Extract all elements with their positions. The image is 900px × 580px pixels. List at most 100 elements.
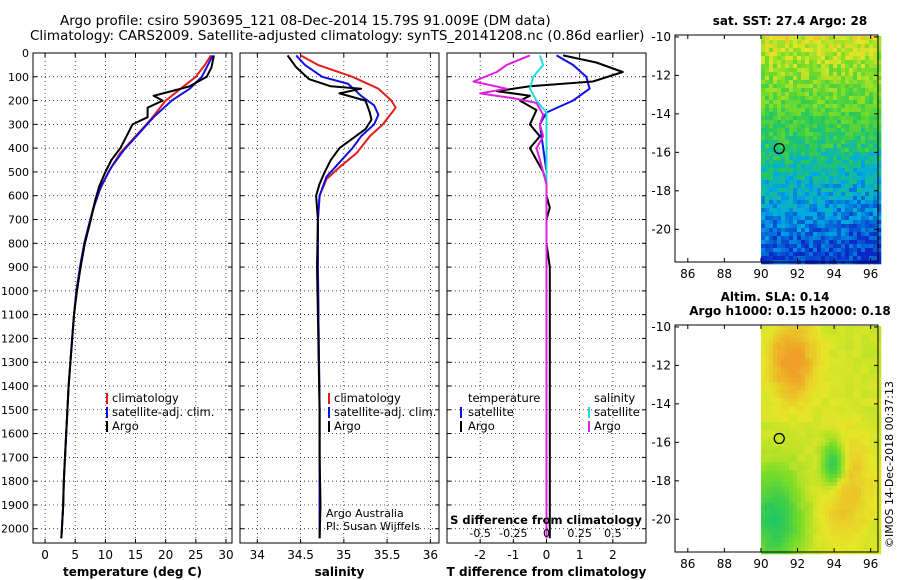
heatmap-cell bbox=[861, 542, 866, 547]
heatmap-cell bbox=[873, 60, 878, 65]
heatmap-cell bbox=[869, 334, 874, 339]
heatmap-cell bbox=[865, 36, 870, 41]
heatmap-cell bbox=[809, 44, 814, 49]
heatmap-cell bbox=[789, 128, 794, 133]
heatmap-cell bbox=[853, 522, 858, 527]
heatmap-cell bbox=[777, 212, 782, 217]
heatmap-cell bbox=[793, 490, 798, 495]
heatmap-cell bbox=[865, 450, 870, 455]
heatmap-cell bbox=[813, 398, 818, 403]
heatmap-cell bbox=[829, 80, 834, 85]
heatmap-cell bbox=[773, 160, 778, 165]
x-tick-label: 36 bbox=[423, 548, 438, 562]
heatmap-cell bbox=[833, 326, 838, 331]
heatmap-cell bbox=[773, 542, 778, 547]
heatmap-cell bbox=[809, 60, 814, 65]
heatmap-cell bbox=[809, 434, 814, 439]
heatmap-cell bbox=[869, 406, 874, 411]
heatmap-cell bbox=[801, 188, 806, 193]
heatmap-cell bbox=[833, 68, 838, 73]
heatmap-cell bbox=[829, 454, 834, 459]
heatmap-cell bbox=[821, 152, 826, 157]
heatmap-cell bbox=[769, 160, 774, 165]
heatmap-cell bbox=[765, 192, 770, 197]
heatmap-cell bbox=[797, 470, 802, 475]
heatmap-cell bbox=[797, 156, 802, 161]
heatmap-cell bbox=[845, 108, 850, 113]
heatmap-cell bbox=[777, 128, 782, 133]
heatmap-cell bbox=[845, 474, 850, 479]
heatmap-cell bbox=[801, 446, 806, 451]
heatmap-cell bbox=[821, 462, 826, 467]
heatmap-cell bbox=[761, 398, 766, 403]
heatmap-cell bbox=[837, 326, 842, 331]
heatmap-cell bbox=[805, 506, 810, 511]
heatmap-cell bbox=[789, 164, 794, 169]
heatmap-cell bbox=[813, 334, 818, 339]
heatmap-cell bbox=[773, 486, 778, 491]
heatmap-cell bbox=[817, 382, 822, 387]
heatmap-cell bbox=[813, 200, 818, 205]
heatmap-cell bbox=[845, 44, 850, 49]
heatmap-cell bbox=[785, 386, 790, 391]
heatmap-cell bbox=[849, 406, 854, 411]
heatmap-cell bbox=[853, 450, 858, 455]
heatmap-cell bbox=[849, 180, 854, 185]
x-axis-label-salinity: S difference from climatology bbox=[450, 513, 642, 527]
heatmap-cell bbox=[781, 494, 786, 499]
heatmap-cell bbox=[785, 522, 790, 527]
heatmap-cell bbox=[829, 442, 834, 447]
heatmap-cell bbox=[853, 160, 858, 165]
heatmap-cell bbox=[797, 212, 802, 217]
heatmap-cell bbox=[781, 88, 786, 93]
heatmap-cell bbox=[837, 204, 842, 209]
heatmap-cell bbox=[797, 538, 802, 543]
heatmap-cell bbox=[813, 522, 818, 527]
heatmap-cell bbox=[861, 196, 866, 201]
heatmap-cell bbox=[773, 256, 778, 261]
heatmap-cell bbox=[849, 362, 854, 367]
heatmap-cell bbox=[789, 374, 794, 379]
heatmap-cell bbox=[833, 148, 838, 153]
heatmap-cell bbox=[793, 346, 798, 351]
heatmap-cell bbox=[817, 358, 822, 363]
heatmap-cell bbox=[833, 200, 838, 205]
heatmap-cell bbox=[765, 120, 770, 125]
heatmap-cell bbox=[821, 192, 826, 197]
heatmap-cell bbox=[801, 498, 806, 503]
heatmap-cell bbox=[841, 366, 846, 371]
heatmap-cell bbox=[789, 196, 794, 201]
heatmap-cell bbox=[853, 338, 858, 343]
heatmap-cell bbox=[785, 144, 790, 149]
heatmap-cell bbox=[805, 502, 810, 507]
heatmap-cell bbox=[765, 44, 770, 49]
heatmap-cell bbox=[761, 136, 766, 141]
heatmap-cell bbox=[873, 418, 878, 423]
heatmap-cell bbox=[809, 164, 814, 169]
heatmap-cell bbox=[845, 390, 850, 395]
heatmap-cell bbox=[861, 362, 866, 367]
heatmap-cell bbox=[769, 534, 774, 539]
heatmap-cell bbox=[769, 502, 774, 507]
heatmap-cell bbox=[789, 224, 794, 229]
heatmap-cell bbox=[849, 136, 854, 141]
heatmap-cell bbox=[785, 450, 790, 455]
heatmap-cell bbox=[837, 330, 842, 335]
heatmap-cell bbox=[817, 224, 822, 229]
heatmap-cell bbox=[765, 390, 770, 395]
heatmap-cell bbox=[869, 136, 874, 141]
heatmap-cell bbox=[797, 342, 802, 347]
heatmap-cell bbox=[813, 168, 818, 173]
heatmap-cell bbox=[793, 52, 798, 57]
heatmap-cell bbox=[857, 514, 862, 519]
heatmap-cell bbox=[841, 334, 846, 339]
heatmap-cell bbox=[797, 192, 802, 197]
heatmap-cell bbox=[789, 96, 794, 101]
heatmap-cell bbox=[829, 422, 834, 427]
heatmap-cell bbox=[873, 434, 878, 439]
heatmap-cell bbox=[857, 482, 862, 487]
heatmap-cell bbox=[841, 382, 846, 387]
heatmap-cell bbox=[801, 410, 806, 415]
heatmap-cell bbox=[829, 108, 834, 113]
heatmap-cell bbox=[845, 196, 850, 201]
